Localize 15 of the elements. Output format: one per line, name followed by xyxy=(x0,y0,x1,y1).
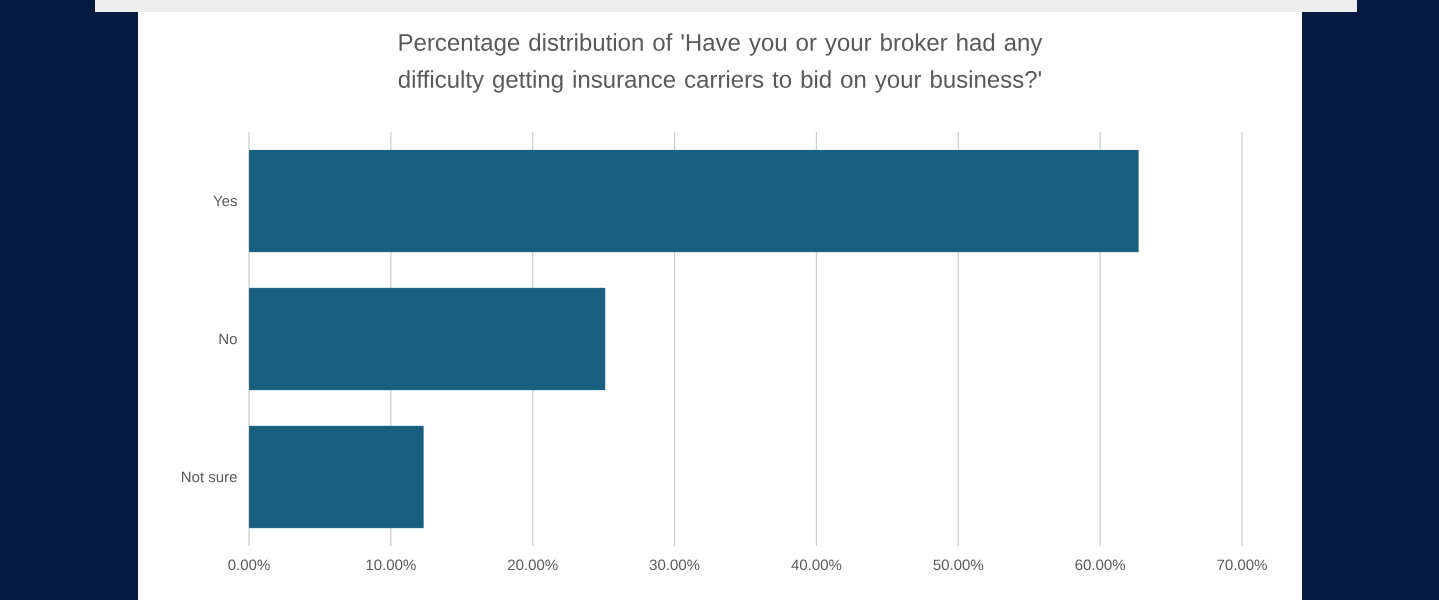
bar xyxy=(249,287,606,391)
x-tick-label: 50.00% xyxy=(933,559,984,571)
x-tick-label: 10.00% xyxy=(366,559,416,571)
x-tick-label: 70.00% xyxy=(1217,559,1267,571)
x-tick-label: 20.00% xyxy=(508,559,558,571)
x-tick-label: 40.00% xyxy=(791,559,842,571)
bar xyxy=(249,425,424,529)
y-tick-label: Yes xyxy=(213,195,237,207)
y-tick-label: Not sure xyxy=(182,471,237,483)
chart-title: Percentage distribution of 'Have you or your broker had any difficulty getting insurance carriers to bid on your business?' xyxy=(398,33,1043,93)
x-tick-label: 60.00% xyxy=(1075,559,1126,571)
y-tick-label: No xyxy=(219,333,237,345)
bar xyxy=(249,149,1139,253)
x-tick-label: 0.00% xyxy=(228,559,270,571)
x-tick-label: 30.00% xyxy=(649,559,700,571)
